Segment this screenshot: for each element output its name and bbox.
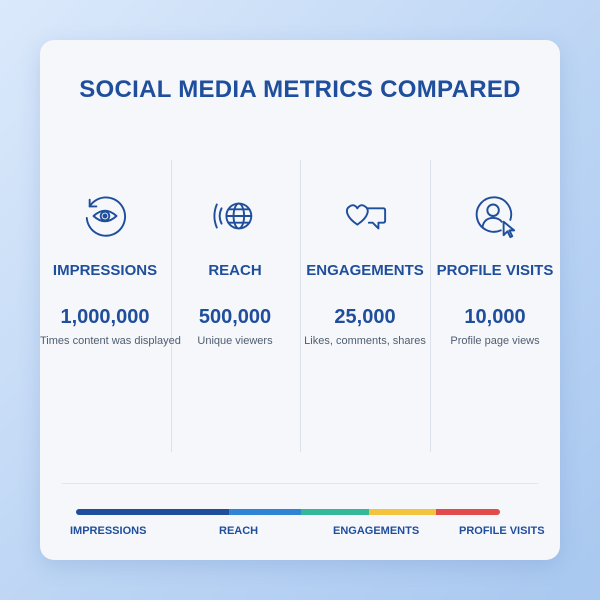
metric-reach: REACH 500,000 Unique viewers [170, 190, 300, 347]
column-divider [300, 160, 301, 452]
bar-segment-engagements [300, 509, 369, 515]
section-divider [62, 483, 538, 484]
bar-label-engagements: ENGAGEMENTS [333, 525, 420, 537]
bar-segment-reach [228, 509, 301, 515]
heart-chat-icon [300, 190, 430, 242]
metric-impressions: IMPRESSIONS 1,000,000 Times content was … [40, 190, 181, 347]
metric-value: 25,000 [334, 306, 396, 328]
metric-label: PROFILE VISITS [436, 262, 554, 279]
bar-segment-impressions [76, 509, 229, 515]
metric-profile-visits: PROFILE VISITS 10,000 Profile page views [430, 190, 560, 347]
bar-segment-engagements-accent [368, 509, 437, 515]
metric-value: 500,000 [198, 306, 272, 328]
metric-value: 10,000 [464, 306, 526, 328]
metric-engagements: ENGAGEMENTS 25,000 Likes, comments, shar… [300, 190, 430, 347]
user-cursor-icon [430, 190, 560, 242]
funnel-bar [76, 509, 500, 515]
column-divider [430, 160, 431, 452]
bar-label-reach: REACH [219, 525, 259, 537]
globe-broadcast-icon [170, 190, 300, 242]
eye-refresh-icon [40, 190, 170, 242]
bar-segment-profile-visits [436, 509, 500, 515]
metric-description: Unique viewers [197, 335, 273, 347]
bar-label-profile-visits: PROFILE VISITS [459, 525, 545, 537]
metric-description: Times content was displayed [40, 335, 181, 347]
metrics-card: SOCIAL MEDIA METRICS COMPARED IMPRESSION… [40, 40, 560, 560]
column-divider [171, 160, 172, 452]
metric-label: IMPRESSIONS [52, 262, 158, 279]
metric-value: 1,000,000 [60, 306, 150, 328]
metric-label: ENGAGEMENTS [306, 262, 424, 279]
metric-description: Profile page views [450, 335, 540, 347]
metric-label: REACH [208, 262, 262, 279]
bar-label-impressions: IMPRESSIONS [70, 525, 147, 537]
page-title: SOCIAL MEDIA METRICS COMPARED [79, 76, 521, 103]
metric-description: Likes, comments, shares [304, 335, 426, 347]
